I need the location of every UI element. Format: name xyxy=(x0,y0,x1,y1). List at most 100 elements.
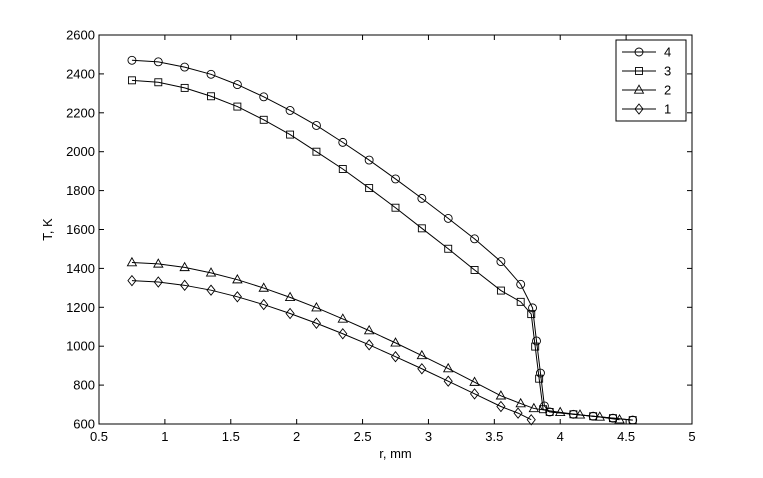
series-1-point xyxy=(443,375,453,387)
x-tick-label: 4 xyxy=(557,429,564,444)
series-2-point xyxy=(594,411,606,421)
x-tick-label: 5 xyxy=(688,429,695,444)
y-tick-label: 1000 xyxy=(66,339,95,354)
series-3-point xyxy=(516,297,525,306)
series-2-point xyxy=(284,291,296,302)
series-1-point xyxy=(390,350,401,363)
x-tick-label: 3.5 xyxy=(485,429,503,444)
series-3-point xyxy=(417,224,426,233)
series-3-line xyxy=(131,79,633,421)
x-tick-label: 3 xyxy=(425,429,432,444)
series-4-point xyxy=(532,336,541,346)
series-3-point xyxy=(365,184,374,193)
series-1-point xyxy=(469,388,480,400)
y-tick-label: 1600 xyxy=(66,222,95,237)
series-4-point xyxy=(232,80,242,90)
legend-label: 2 xyxy=(664,83,671,98)
series-2-point xyxy=(232,273,243,284)
series-4-point xyxy=(536,368,545,378)
plot-area xyxy=(98,34,693,425)
series-2-point xyxy=(515,397,526,408)
series-3-point xyxy=(259,115,268,124)
series-2-point xyxy=(495,390,507,400)
x-tick-label: 1 xyxy=(161,429,168,444)
series-layer xyxy=(126,55,638,426)
series-2-point xyxy=(574,409,586,419)
series-3-point xyxy=(233,102,242,111)
legend-marker xyxy=(634,47,644,57)
series-4-point xyxy=(528,303,537,313)
series-2-point xyxy=(179,261,190,272)
series-1-line xyxy=(131,280,532,421)
series-4-point xyxy=(443,213,453,223)
series-3-point xyxy=(628,416,637,425)
y-tick-label: 600 xyxy=(73,417,95,432)
x-tick-label: 2.5 xyxy=(354,429,372,444)
series-4-point xyxy=(338,137,348,147)
x-tick-label: 4.5 xyxy=(617,429,635,444)
series-2-point xyxy=(528,402,540,413)
x-axis-label: r, mm xyxy=(379,446,412,461)
series-3-point xyxy=(535,374,544,383)
legend-marker xyxy=(634,103,644,115)
x-tick-label: 0.5 xyxy=(90,429,108,444)
series-1-point xyxy=(259,298,269,311)
series-3-point xyxy=(496,286,505,295)
y-axis-label: T, K xyxy=(40,218,55,241)
legend-marker xyxy=(635,67,643,75)
series-3-point xyxy=(470,266,479,274)
series-3-point xyxy=(127,76,136,85)
series-2-point xyxy=(205,267,217,277)
series-3-point xyxy=(444,244,453,253)
series-3-point xyxy=(391,203,400,212)
series-1-point xyxy=(127,274,137,287)
x-tick-label: 2 xyxy=(293,429,300,444)
series-1 xyxy=(127,274,536,426)
series-2-line xyxy=(131,262,620,421)
series-3-point xyxy=(545,407,554,416)
legend-label: 1 xyxy=(664,102,671,117)
series-1-point xyxy=(153,276,163,288)
series-1-point xyxy=(206,284,216,296)
legend-marker xyxy=(633,84,645,94)
series-2-point xyxy=(390,337,401,347)
series-2-point xyxy=(442,362,454,373)
series-1-point xyxy=(496,400,506,413)
axis-ticks: 0.5 1 1.5 2 2.5 3 3.5 4 4.5 5 600 800 1000 1200 1400 16… xyxy=(66,28,696,445)
series-2-point xyxy=(614,414,625,424)
series-4-point xyxy=(153,57,163,67)
series-1-point xyxy=(232,291,242,303)
series-2-point xyxy=(554,406,566,416)
legend-entry-1: 1 xyxy=(622,102,671,117)
series-3-point xyxy=(531,342,540,351)
series-1-point xyxy=(338,328,348,340)
series-4-point xyxy=(180,62,190,72)
x-tick-label: 1.5 xyxy=(222,429,240,444)
series-2-point xyxy=(416,349,428,360)
series-1-point xyxy=(311,317,322,329)
series-3-point xyxy=(180,83,189,92)
legend: 4 3 2 1 xyxy=(615,39,687,122)
legend-label: 4 xyxy=(664,45,671,60)
series-2-point xyxy=(337,313,349,323)
series-1-point xyxy=(526,414,536,426)
series-4-point xyxy=(206,69,216,79)
series-2-point xyxy=(469,376,480,386)
y-tick-label: 2000 xyxy=(66,144,95,159)
series-4-point xyxy=(417,193,427,203)
series-2-point xyxy=(153,258,164,268)
series-1-point xyxy=(417,363,427,375)
series-4-point xyxy=(127,55,137,65)
series-2-point xyxy=(258,282,269,292)
series-1-point xyxy=(180,279,190,292)
legend-box xyxy=(615,39,687,122)
series-2-point xyxy=(311,301,322,312)
series-4-point xyxy=(285,106,295,115)
series-1-point xyxy=(364,339,374,351)
legend-label: 3 xyxy=(664,64,671,79)
y-tick-label: 1400 xyxy=(66,261,95,276)
legend-entry-4: 4 xyxy=(622,45,671,60)
series-4-point xyxy=(496,257,506,267)
y-tick-label: 1800 xyxy=(66,183,95,198)
